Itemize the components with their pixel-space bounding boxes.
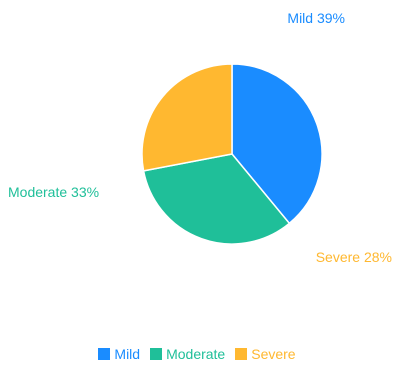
legend-label-severe: Severe [251, 346, 296, 362]
pie-slice-moderate[interactable] [142, 153, 291, 245]
legend-item-mild[interactable]: Mild [98, 346, 140, 362]
legend-swatch-moderate [150, 348, 163, 360]
legend-label-moderate: Moderate [166, 346, 226, 362]
legend-label-mild: Mild [114, 346, 141, 362]
pie-chart-svg: Mild 39% Moderate 33% Severe 28% [8, 10, 392, 265]
legend-swatch-mild [98, 348, 111, 360]
slice-label-moderate: Moderate 33% [8, 184, 99, 200]
slice-label-severe: Severe 28% [316, 249, 392, 265]
slice-label-mild: Mild 39% [287, 10, 345, 26]
pie-slice-mild[interactable] [231, 63, 323, 225]
legend-item-severe[interactable]: Severe [235, 346, 296, 362]
slice-labels: Mild 39% Moderate 33% Severe 28% [8, 10, 392, 265]
pie-slice-severe[interactable] [141, 63, 233, 172]
chart-legend: Mild Moderate Severe [0, 346, 394, 362]
legend-item-moderate[interactable]: Moderate [150, 346, 225, 362]
pie-slices [141, 63, 323, 245]
legend-swatch-severe [235, 348, 248, 360]
